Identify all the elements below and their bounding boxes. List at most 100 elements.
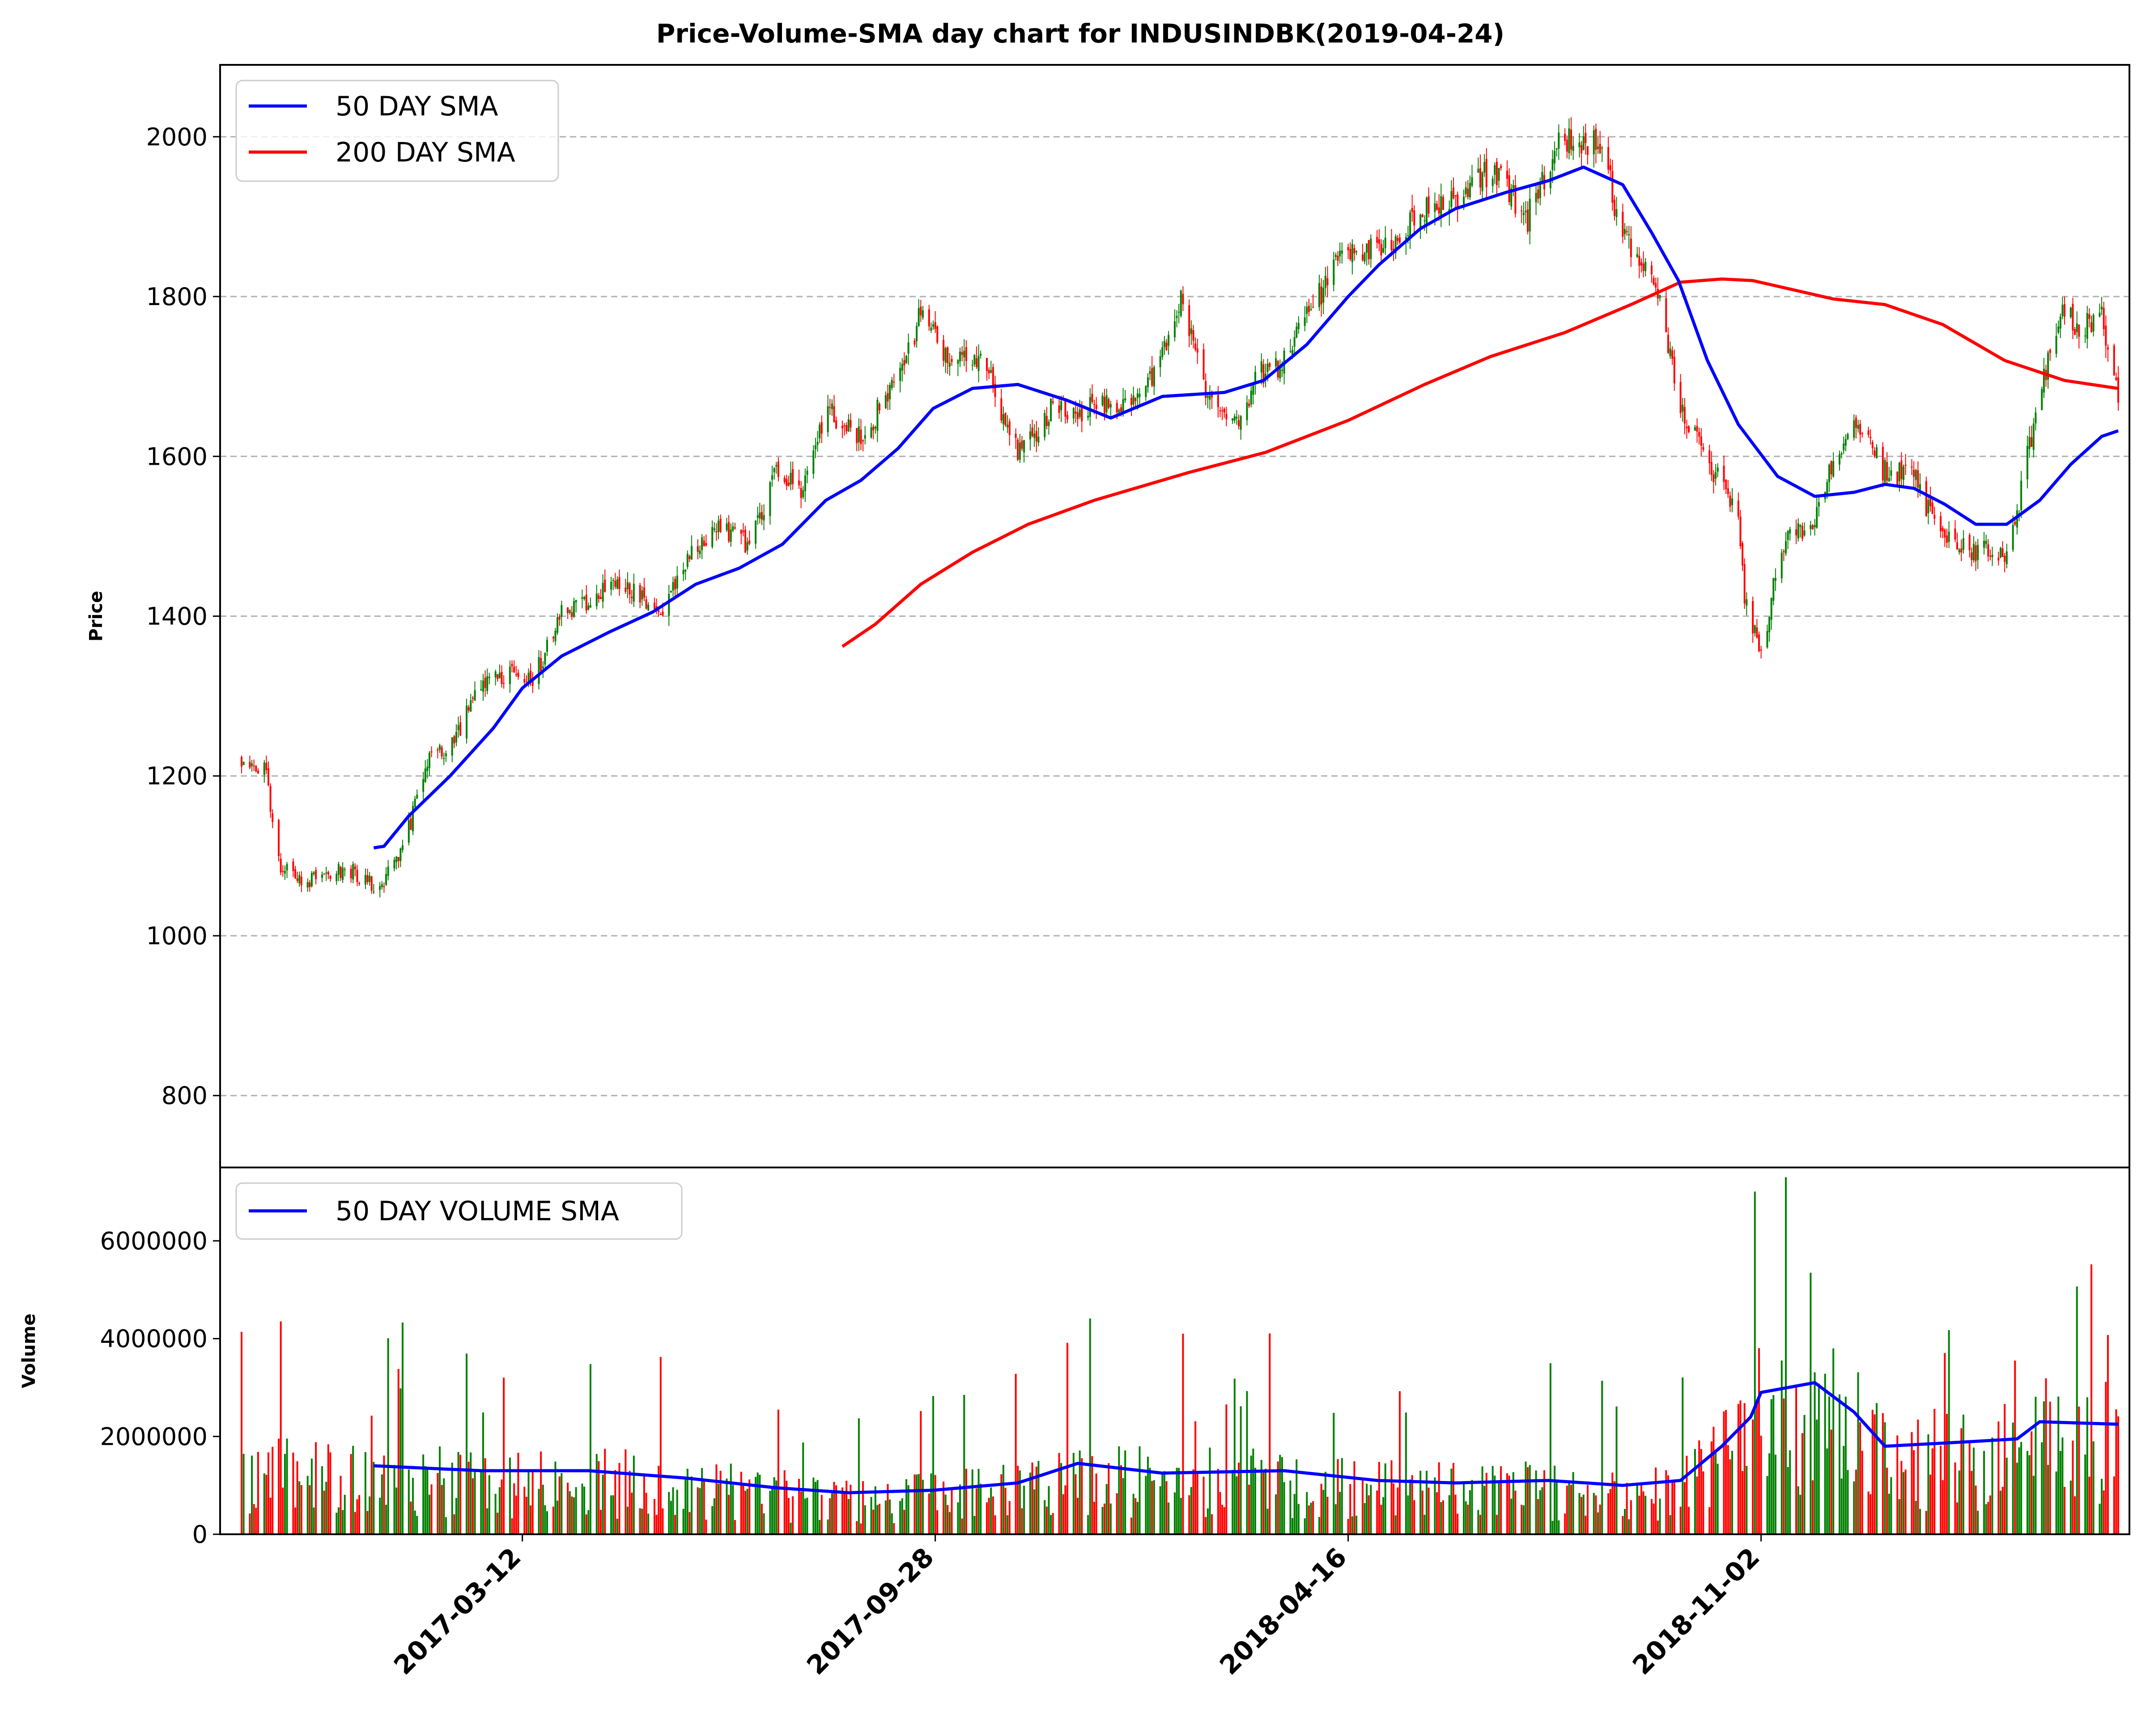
candle-body	[1077, 412, 1079, 419]
candle-body	[408, 820, 410, 843]
volume-bar	[1708, 1507, 1711, 1534]
volume-bar	[864, 1505, 866, 1534]
volume-bar	[1093, 1502, 1095, 1534]
candle-body	[1870, 437, 1872, 438]
candle-body	[1217, 395, 1219, 407]
candle-body	[610, 581, 612, 590]
volume-bar	[1847, 1470, 1849, 1534]
price-legend-box	[235, 80, 559, 182]
volume-bar	[2105, 1382, 2107, 1534]
volume-bar	[1004, 1488, 1007, 1534]
candle-body	[383, 886, 385, 887]
candle-body	[1349, 249, 1351, 259]
candle-body	[1194, 344, 1197, 350]
volume-bar	[1238, 1462, 1240, 1534]
candle-body	[814, 445, 816, 450]
candle-body	[573, 601, 575, 617]
candle-body	[1968, 535, 1971, 551]
candle-body	[2016, 510, 2018, 528]
candle-body	[1508, 175, 1510, 202]
candle-body	[887, 393, 889, 402]
candle-body	[1611, 171, 1614, 203]
volume-bar	[2047, 1464, 2049, 1534]
volume-bar	[769, 1491, 771, 1534]
volume-bar	[509, 1457, 511, 1534]
volume-bar	[1293, 1494, 1296, 1534]
volume-bar	[1715, 1450, 1717, 1534]
volume-bar	[1023, 1486, 1025, 1534]
candle-body	[589, 605, 591, 608]
candle-body	[1361, 254, 1364, 260]
volume-bar	[1915, 1501, 1917, 1534]
candle-body	[1859, 424, 1861, 435]
candle-body	[1322, 288, 1325, 303]
volume-bar	[350, 1454, 352, 1534]
volume-bar	[1609, 1489, 1611, 1534]
volume-bar	[595, 1454, 598, 1534]
volume-bar	[474, 1470, 476, 1534]
candle-body	[1180, 290, 1182, 316]
candle-body	[820, 422, 823, 434]
volume-bar	[1269, 1333, 1271, 1534]
volume-bar	[684, 1477, 687, 1534]
candle-body	[1262, 364, 1265, 384]
volume-bar	[1948, 1330, 1950, 1534]
volume-bar	[884, 1500, 887, 1534]
candle-body	[1072, 408, 1075, 419]
volume-bar	[1463, 1481, 1465, 1534]
volume-bar	[1275, 1494, 1277, 1534]
volume-bar	[1555, 1480, 1558, 1534]
candle-body	[337, 864, 340, 875]
candle-body	[340, 866, 342, 878]
volume-bar	[1508, 1475, 1510, 1534]
volume-bar	[1830, 1430, 1832, 1534]
volume-bar	[2041, 1442, 2043, 1534]
volume-bar	[358, 1495, 361, 1534]
candle-body	[1485, 159, 1487, 187]
candle-body	[775, 465, 778, 467]
volume-bar	[1659, 1498, 1661, 1534]
candle-body	[903, 360, 905, 365]
candle-body	[321, 874, 323, 878]
volume-bar	[1933, 1409, 1936, 1534]
volume-bar	[1304, 1518, 1306, 1534]
volume-bar	[1927, 1434, 1929, 1534]
candle-body	[1124, 398, 1126, 400]
candle-body	[612, 580, 614, 581]
volume-bar	[1205, 1517, 1207, 1534]
candle-body	[397, 857, 399, 862]
candle-body	[1035, 431, 1037, 441]
candle-body	[466, 705, 468, 739]
candle-body	[1219, 410, 1221, 412]
volume-bar	[1469, 1490, 1471, 1534]
volume-bar	[1968, 1441, 1971, 1534]
volume-bar	[833, 1481, 835, 1534]
volume-bar	[1281, 1457, 1283, 1534]
candle-body	[598, 595, 600, 599]
volume-bar	[1999, 1490, 2001, 1534]
volume-bar	[701, 1468, 703, 1534]
volume-bar	[1481, 1466, 1483, 1534]
candle-body	[1913, 470, 1915, 477]
volume-bar	[1452, 1463, 1454, 1534]
volume-bar	[1946, 1413, 1948, 1534]
candle-body	[1467, 188, 1469, 197]
volume-bar	[846, 1481, 848, 1534]
volume-bar	[1789, 1450, 1791, 1534]
volume-bar	[1723, 1411, 1725, 1534]
candle-body	[410, 818, 412, 830]
volume-bar	[1019, 1470, 1021, 1534]
volume-bar	[1582, 1494, 1585, 1534]
candle-body	[1898, 463, 1900, 481]
candle-body	[643, 587, 645, 598]
volume-bar	[1564, 1513, 1566, 1534]
candle-body	[1008, 421, 1011, 435]
candle-body	[1931, 502, 1933, 514]
candle-body	[1729, 495, 1731, 507]
candle-body	[457, 725, 459, 730]
volume-bar	[1467, 1504, 1469, 1534]
volume-bar	[1050, 1515, 1052, 1534]
volume-bar	[1512, 1472, 1514, 1534]
candle-body	[445, 753, 447, 756]
candle-body	[1514, 185, 1517, 214]
